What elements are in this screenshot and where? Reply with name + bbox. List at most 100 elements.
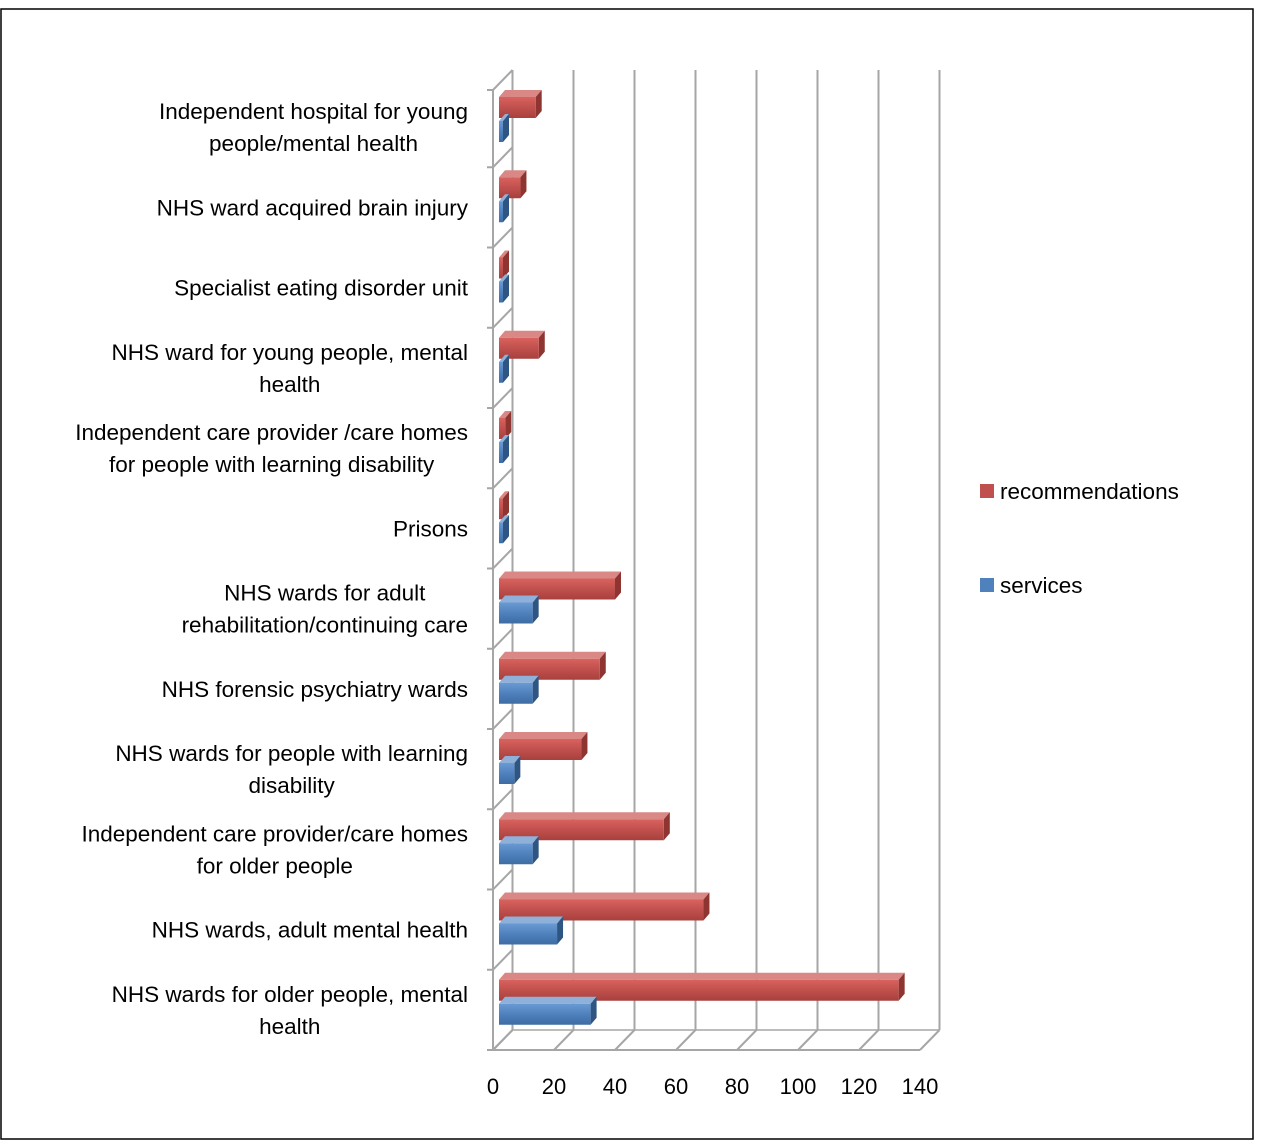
wall-gridline bbox=[492, 547, 514, 570]
legend-label-services: services bbox=[1000, 573, 1083, 598]
category-label: NHS wards for adult bbox=[224, 581, 426, 606]
bars bbox=[499, 90, 905, 1025]
category-label: NHS ward acquired brain injury bbox=[157, 195, 469, 220]
services-bar-top bbox=[499, 996, 597, 1004]
services-bar-top bbox=[499, 675, 539, 683]
recommendations-bar-side bbox=[503, 491, 509, 520]
recommendations-bar bbox=[499, 658, 600, 680]
recommendations-bar-top bbox=[499, 892, 710, 900]
category-label: people/mental health bbox=[209, 131, 418, 156]
x-tick-label: 0 bbox=[487, 1074, 499, 1099]
recommendations-bar-side bbox=[898, 972, 905, 1001]
recommendations-bar-top bbox=[499, 170, 527, 178]
recommendations-bar-side bbox=[615, 571, 621, 600]
recommendations-bar-top bbox=[499, 651, 606, 659]
services-bar bbox=[499, 763, 515, 784]
services-bar-top bbox=[499, 756, 521, 763]
services-bar bbox=[499, 121, 503, 142]
legend-swatch-recommendations bbox=[980, 484, 994, 498]
recommendations-bar-top bbox=[499, 491, 509, 499]
wall-gridline bbox=[492, 69, 514, 91]
recommendations-bar bbox=[499, 979, 899, 1001]
services-bar-side bbox=[503, 274, 509, 303]
services-bar bbox=[499, 1003, 591, 1025]
recommendations-bar-side bbox=[505, 411, 512, 439]
recommendations-bar bbox=[499, 177, 521, 199]
category-labels: Independent hospital for young people/men… bbox=[75, 99, 468, 1039]
services-bar bbox=[499, 682, 533, 704]
recommendations-bar-top bbox=[499, 330, 545, 338]
legend-label-recommendations: recommendations bbox=[1000, 479, 1179, 504]
services-bar-top bbox=[499, 916, 564, 924]
recommendations-bar bbox=[499, 418, 506, 439]
category-label: NHS ward for young people, mental bbox=[112, 340, 468, 365]
services-bar-side bbox=[503, 354, 509, 383]
x-tick-label: 60 bbox=[664, 1074, 688, 1099]
category-label: NHS wards for older people, mental bbox=[112, 982, 468, 1007]
services-bar-side bbox=[503, 515, 509, 544]
floor-gridline bbox=[614, 1029, 636, 1051]
recommendations-bar-side bbox=[663, 812, 670, 841]
legend-swatch-services bbox=[980, 578, 994, 592]
category-label: disability bbox=[249, 773, 336, 798]
recommendations-bar-top bbox=[499, 812, 670, 820]
wall-gridline bbox=[492, 1029, 514, 1051]
category-label: Independent hospital for young bbox=[159, 99, 468, 124]
wall-gridline bbox=[492, 226, 514, 249]
services-bar-top bbox=[499, 515, 509, 523]
services-bar-side bbox=[503, 194, 509, 223]
recommendations-bar-top bbox=[499, 90, 542, 97]
services-bar bbox=[499, 442, 503, 463]
services-bar bbox=[499, 361, 503, 383]
floor-gridline bbox=[919, 1029, 941, 1051]
recommendations-bar-top bbox=[499, 411, 512, 418]
services-bar-side bbox=[557, 916, 564, 945]
category-label: health bbox=[259, 1014, 320, 1039]
wall-gridline bbox=[492, 949, 514, 971]
services-bar-top bbox=[499, 595, 539, 603]
recommendations-bar bbox=[499, 257, 503, 279]
x-tick-label: 20 bbox=[542, 1074, 566, 1099]
recommendations-bar bbox=[499, 819, 664, 841]
floor-gridline bbox=[858, 1029, 880, 1051]
category-label: Prisons bbox=[393, 516, 468, 541]
services-bar-top bbox=[499, 274, 509, 282]
x-tick-label: 80 bbox=[725, 1074, 749, 1099]
category-label: for older people bbox=[197, 853, 353, 878]
services-bar-side bbox=[532, 595, 539, 624]
wall-gridline bbox=[492, 628, 514, 650]
services-bar-side bbox=[590, 996, 597, 1025]
x-tick-labels: 0 20 40 60 80 100 120 140 bbox=[487, 1074, 938, 1099]
recommendations-bar-side bbox=[520, 170, 527, 199]
axes bbox=[487, 69, 940, 1051]
recommendations-bar bbox=[499, 578, 615, 600]
wall-gridline bbox=[492, 467, 514, 489]
category-label: NHS wards, adult mental health bbox=[152, 918, 468, 943]
category-label: Specialist eating disorder unit bbox=[174, 276, 469, 301]
services-bar-top bbox=[499, 836, 539, 844]
recommendations-bar bbox=[499, 97, 536, 118]
recommendations-bar-side bbox=[535, 90, 542, 118]
services-bar-side bbox=[532, 675, 539, 704]
recommendations-bar-top bbox=[499, 972, 905, 980]
services-bar-side bbox=[503, 435, 509, 463]
category-label: health bbox=[259, 372, 320, 397]
legend: recommendations services bbox=[980, 479, 1179, 598]
wall-gridline bbox=[492, 868, 514, 891]
recommendations-bar-side bbox=[581, 732, 588, 760]
floor-gridline bbox=[675, 1029, 697, 1051]
category-label: NHS wards for people with learning bbox=[115, 741, 468, 766]
floor-gridline bbox=[797, 1029, 819, 1051]
recommendations-bar-side bbox=[703, 892, 710, 921]
category-label: NHS forensic psychiatry wards bbox=[162, 677, 468, 702]
x-tick-label: 40 bbox=[603, 1074, 627, 1099]
recommendations-bar bbox=[499, 337, 539, 359]
recommendations-bar bbox=[499, 899, 704, 921]
floor-gridline bbox=[553, 1029, 575, 1051]
recommendations-bar-side bbox=[599, 651, 606, 680]
recommendations-bar bbox=[499, 739, 582, 760]
services-bar-side bbox=[514, 756, 521, 784]
services-bar bbox=[499, 843, 533, 865]
